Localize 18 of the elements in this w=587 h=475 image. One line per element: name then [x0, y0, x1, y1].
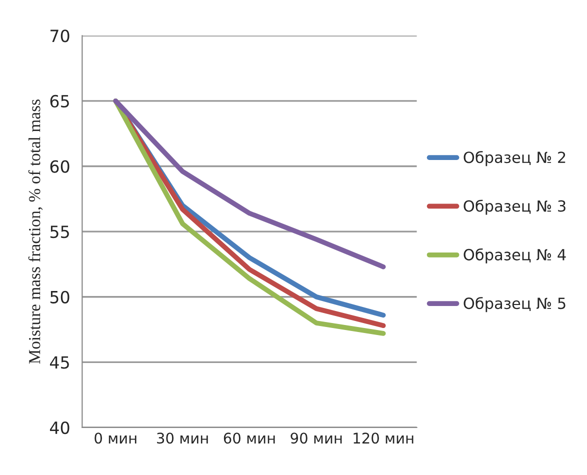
y-tick-label: 55	[50, 226, 69, 238]
y-tick-label: 45	[50, 356, 69, 369]
legend-label: Образец № 3	[464, 200, 566, 215]
legend-label: Образец № 2	[464, 151, 566, 166]
y-tick-label: 40	[50, 421, 70, 434]
x-tick-label: 120 мин	[354, 432, 414, 444]
legend-label: Образец № 5	[464, 297, 566, 312]
y-tick-label: 65	[50, 94, 69, 108]
y-tick-label: 50	[50, 290, 70, 304]
x-tick-label: 60 мин	[224, 432, 275, 444]
legend-label: Образец № 4	[464, 248, 566, 264]
x-tick-label: 90 мин	[290, 432, 342, 444]
line-series	[113, 98, 386, 270]
x-tick-label: 30 мин	[157, 432, 208, 444]
y-tick-label: 60	[50, 160, 70, 173]
y-tick-label: 70	[50, 30, 70, 42]
y-axis-title: Moisture mass fraction, % of total mass	[28, 100, 43, 364]
x-tick-label: 0 мин	[94, 432, 136, 444]
